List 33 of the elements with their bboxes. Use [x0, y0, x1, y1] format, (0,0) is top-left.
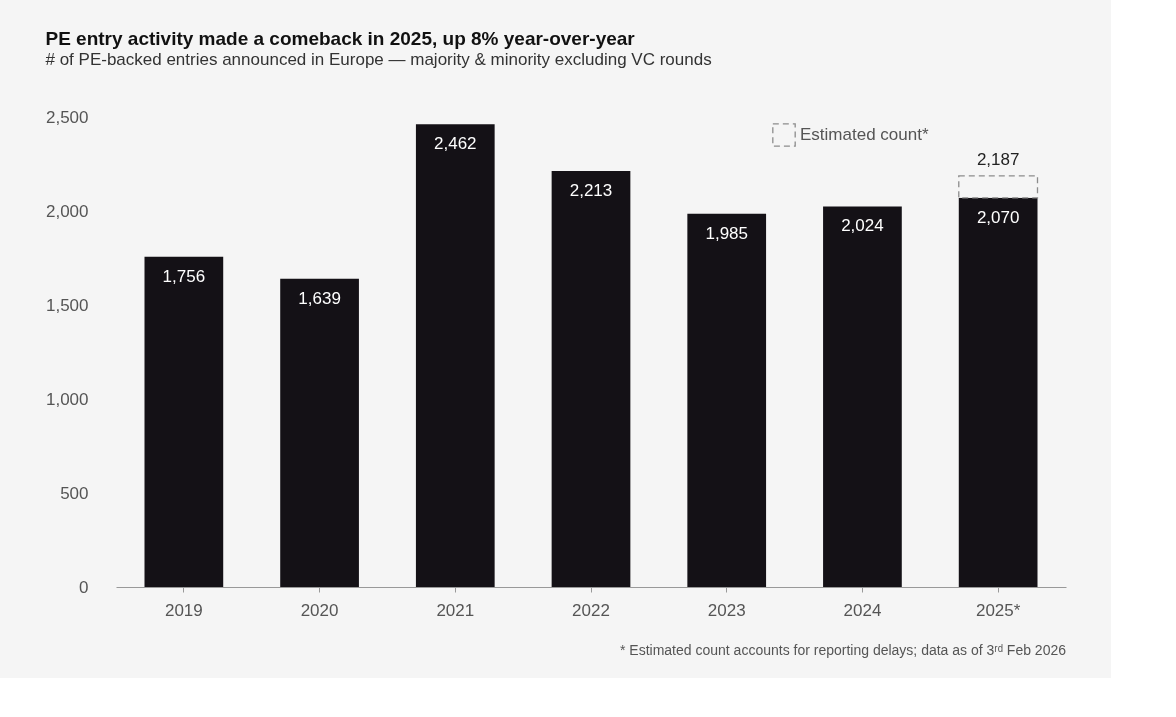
- chart-subtitle: # of PE-backed entries announced in Europe — majority & minority excluding VC rounds: [45, 50, 712, 69]
- x-tick-label: 2020: [300, 600, 339, 620]
- y-tick-label: 1,000: [45, 389, 89, 409]
- bar: [958, 197, 1038, 587]
- bar: [415, 124, 495, 587]
- text: * Estimated count accounts for reporting delays; data as of 3ʳᵈ Feb 2026: [619, 642, 1067, 658]
- x-tick-label: 2021: [436, 600, 475, 620]
- data-label: 1,985: [705, 223, 748, 243]
- y-tick-label: 1,500: [45, 295, 89, 315]
- data-label: 2,070: [976, 207, 1020, 227]
- x-tick-label: 2022: [572, 600, 610, 620]
- total-label: 2,187: [976, 149, 1020, 169]
- x-tick-label: 2023: [707, 600, 746, 620]
- x-tick-label: 2024: [843, 600, 882, 620]
- data-label: 1,639: [298, 288, 341, 308]
- bar: [823, 206, 902, 587]
- chart-title: PE entry activity made a comeback in 2025, up 8% year-over-year: [45, 28, 636, 49]
- y-tick-label: 500: [60, 483, 89, 503]
- bar: [958, 175, 1039, 199]
- y-tick-label: 2,500: [45, 107, 89, 127]
- bar: [551, 170, 631, 587]
- x-tick-label: 2025*: [975, 600, 1021, 620]
- data-label: 1,756: [162, 266, 206, 286]
- y-tick-label: 0: [79, 577, 89, 597]
- legend-label: Estimated count*: [800, 125, 929, 144]
- bar: [687, 213, 767, 587]
- bar: [144, 256, 224, 587]
- data-label: 2,462: [434, 134, 477, 154]
- x-tick-label: 2019: [164, 600, 203, 620]
- data-label: 2,024: [841, 216, 884, 236]
- bar: [280, 278, 359, 587]
- data-label: 2,213: [569, 180, 613, 200]
- y-tick-label: 2,000: [45, 201, 89, 221]
